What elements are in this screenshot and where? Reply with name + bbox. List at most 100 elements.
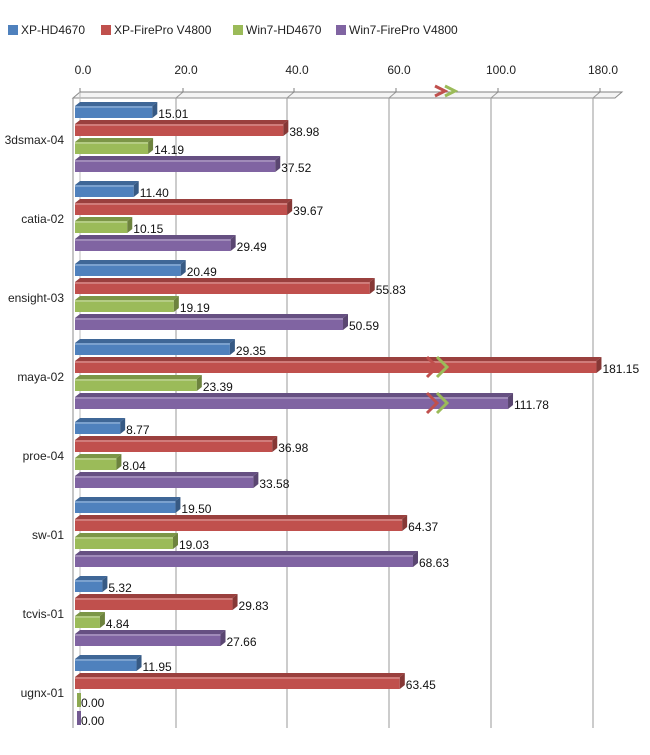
bar-face <box>75 519 403 531</box>
bar-top <box>75 278 375 282</box>
bar-top <box>75 217 133 221</box>
bar-group: 8.77 36.98 8.04 33.58 <box>75 418 309 491</box>
bar-group: 5.32 29.83 4.84 27.66 <box>75 576 269 649</box>
bar-highlight <box>75 142 149 144</box>
bar-face <box>75 598 233 610</box>
x-tick-label: 0.0 <box>75 63 92 77</box>
bar-end <box>173 533 179 549</box>
y-tick-label: catia-02 <box>21 212 64 226</box>
bar-face <box>75 142 149 154</box>
bar: 0.00 <box>77 693 105 710</box>
break-chevron-green <box>435 355 450 379</box>
data-label: 55.83 <box>376 283 406 297</box>
legend-swatch <box>8 25 18 35</box>
bar-end <box>402 515 408 531</box>
bar-top <box>75 102 158 106</box>
bar-end <box>127 217 133 233</box>
data-label: 23.39 <box>203 380 233 394</box>
bar-group: 19.50 64.37 19.03 68.63 <box>75 497 449 570</box>
bar-end <box>148 138 154 154</box>
bar: 27.66 <box>75 630 257 649</box>
bar-highlight <box>75 124 284 126</box>
bar-top <box>75 515 408 519</box>
bar-face <box>75 160 276 172</box>
bar-end <box>116 454 122 470</box>
bar-end <box>369 278 375 294</box>
bar: 39.67 <box>75 199 324 218</box>
bar-highlight <box>75 300 174 302</box>
bar-face <box>75 397 509 409</box>
bar-end <box>413 551 419 567</box>
bar-end <box>220 630 226 646</box>
bar-highlight <box>75 458 117 460</box>
legend-item: Win7-HD4670 <box>233 23 322 37</box>
break-chevron-green <box>435 391 450 415</box>
legend-swatch <box>233 25 243 35</box>
bar-highlight <box>75 160 276 162</box>
data-label: 11.40 <box>140 186 169 200</box>
bar-top <box>75 612 105 616</box>
data-label: 10.15 <box>133 222 163 236</box>
bar-highlight <box>75 555 414 557</box>
y-tick-label: ugnx-01 <box>21 686 65 700</box>
bar-end <box>596 357 602 373</box>
bar-top <box>75 138 154 142</box>
bar-end <box>120 418 126 434</box>
bar-top <box>75 454 122 458</box>
bar-highlight <box>75 598 233 600</box>
y-tick-label: sw-01 <box>32 528 64 542</box>
bar: 181.15 <box>75 357 639 376</box>
bar: 33.58 <box>75 472 290 491</box>
break-chevron-red <box>434 84 449 98</box>
x-tick-label: 40.0 <box>285 63 309 77</box>
legend-item: XP-FirePro V4800 <box>101 23 212 37</box>
bar-face <box>75 458 117 470</box>
bar-highlight <box>75 519 403 521</box>
bar-end <box>173 296 179 312</box>
bar-highlight <box>75 185 134 187</box>
bar-top <box>75 120 289 124</box>
bar-face <box>75 106 153 118</box>
legend-item: XP-HD4670 <box>8 23 85 37</box>
bar-face <box>75 422 121 434</box>
bar-highlight <box>75 264 181 266</box>
data-label: 29.83 <box>239 599 269 613</box>
bar: 14.19 <box>75 138 184 157</box>
bar-highlight <box>75 361 597 363</box>
bar-top <box>75 357 602 361</box>
bar-highlight <box>75 318 344 320</box>
data-label: 14.19 <box>154 143 184 157</box>
data-label: 64.37 <box>408 520 438 534</box>
bar: 29.35 <box>75 339 266 358</box>
bar-top <box>75 418 126 422</box>
data-label: 68.63 <box>419 556 449 570</box>
bar-group: 29.35 181.15 23.39 111.78 <box>75 339 639 412</box>
bar-highlight <box>75 677 400 679</box>
bar-face <box>75 185 134 197</box>
bar-face <box>75 264 181 276</box>
bar-top <box>75 594 238 598</box>
legend-swatch <box>336 25 346 35</box>
bar-highlight <box>75 580 103 582</box>
bar: 29.49 <box>75 235 267 254</box>
bar-face <box>75 555 414 567</box>
bar-face <box>75 239 231 251</box>
bar: 0.00 <box>77 711 105 728</box>
data-label: 39.67 <box>293 204 323 218</box>
bar: 19.03 <box>75 533 209 552</box>
bar-top <box>75 436 278 440</box>
gridline <box>490 91 499 728</box>
bar-face <box>75 440 273 452</box>
bar: 68.63 <box>75 551 449 570</box>
data-label: 19.19 <box>180 301 210 315</box>
bar: 15.01 <box>75 102 189 121</box>
bar: 19.50 <box>75 497 212 516</box>
break-chevron-red <box>425 391 440 415</box>
gridline <box>388 91 397 728</box>
bar-group: 11.95 63.45 0.00 0.00 <box>75 655 436 728</box>
bar-highlight <box>75 422 121 424</box>
bar-highlight <box>75 440 273 442</box>
data-label: 27.66 <box>227 635 257 649</box>
